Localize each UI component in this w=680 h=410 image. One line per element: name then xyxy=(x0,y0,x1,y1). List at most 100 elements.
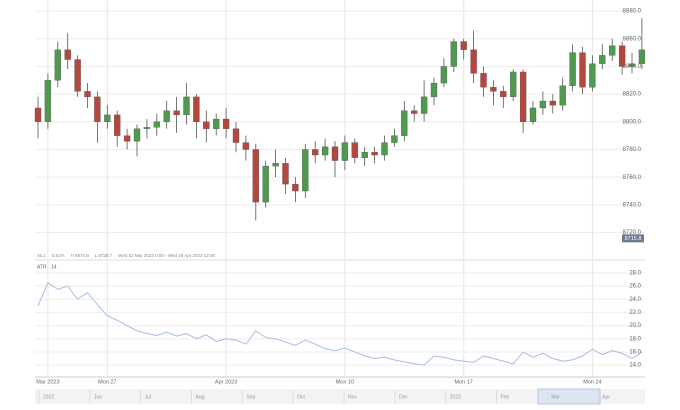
candle-body xyxy=(74,59,81,92)
legend-entry: 14 xyxy=(51,264,57,270)
price-marker-label: 8715.8 xyxy=(625,236,642,242)
candle-body xyxy=(183,96,190,116)
candle-body xyxy=(589,63,596,88)
y-tick-label: 8880.0 xyxy=(623,9,642,15)
price-marker xyxy=(622,234,644,243)
candle-body xyxy=(143,127,151,129)
x-tick-label: Mar 2023 xyxy=(36,379,59,385)
candle-body xyxy=(460,41,467,50)
navigator-label: Feb xyxy=(501,394,510,400)
candle-body xyxy=(232,128,240,143)
candle-body xyxy=(64,49,71,60)
candle-body xyxy=(599,55,606,64)
candle-body xyxy=(559,85,566,106)
navigator xyxy=(35,389,645,404)
candle-body xyxy=(609,45,616,56)
x-tick-label: Apr 2023 xyxy=(215,379,237,385)
candle-body xyxy=(321,146,329,156)
y-tick-label: 8760.0 xyxy=(623,175,642,181)
info-text: H 8874.8 xyxy=(71,253,90,258)
y-tick-label: 8840.0 xyxy=(623,64,642,70)
candle-body xyxy=(450,41,457,67)
x-tick-label: Mon 17 xyxy=(455,379,473,385)
candle-body xyxy=(44,80,52,122)
navigator-label: 2022 xyxy=(43,394,54,400)
candle-body xyxy=(539,100,547,109)
candle-body xyxy=(411,110,418,114)
candle-body xyxy=(123,135,131,142)
x-tick-label: Mon 10 xyxy=(336,379,354,385)
info-text: Wed 22 Mar 2023 0:00 - Wed 26 Apr 2023 1… xyxy=(118,253,215,258)
navigator-label: Mar xyxy=(551,394,560,400)
navigator-label: 2023 xyxy=(450,394,461,400)
y-tick-label: 8860.0 xyxy=(623,36,642,42)
navigator-label: Apr xyxy=(602,394,610,400)
navigator-label: Dec xyxy=(399,394,408,400)
navigator-window xyxy=(537,388,601,405)
candle-body xyxy=(173,110,180,116)
y-tick-label: 14.0 xyxy=(629,363,641,369)
y-tick-label: 20.0 xyxy=(629,323,641,329)
candle-body xyxy=(163,110,170,122)
candle-body xyxy=(302,149,309,192)
candle-body xyxy=(401,110,408,136)
candle-body xyxy=(529,107,537,122)
candle-body xyxy=(381,142,388,156)
candle-body xyxy=(282,163,289,185)
navigator-label: Jul xyxy=(145,394,151,400)
candle-body xyxy=(312,149,319,156)
candle-body xyxy=(351,142,358,158)
candle-body xyxy=(272,163,279,167)
x-tick-label: Mon 24 xyxy=(583,379,601,385)
candle-body xyxy=(84,91,91,98)
candle-body xyxy=(331,146,339,161)
candle-body xyxy=(618,45,626,67)
candle-body xyxy=(94,96,101,122)
candle-body xyxy=(420,96,428,114)
candle-body xyxy=(430,82,438,98)
candle-body xyxy=(361,152,368,158)
candle-body xyxy=(480,73,487,88)
y-tick-label: 16.0 xyxy=(629,350,641,356)
candle-body xyxy=(193,96,200,122)
candle-body xyxy=(638,49,646,64)
indicator-line xyxy=(37,282,643,366)
candle-body xyxy=(579,52,586,88)
candle-body xyxy=(203,121,210,129)
candle-body xyxy=(262,165,269,203)
y-tick-label: 24.0 xyxy=(629,297,641,303)
navigator-label: Jun xyxy=(94,394,102,400)
candle-body xyxy=(569,52,576,86)
x-tick-label: Mon 27 xyxy=(98,379,116,385)
y-tick-label: 18.0 xyxy=(629,336,641,342)
navigator-label: Oct xyxy=(297,394,305,400)
candle-body xyxy=(292,183,299,192)
info-text: 45.1 xyxy=(37,253,46,258)
candle-body xyxy=(54,49,61,81)
candle-body xyxy=(114,114,121,136)
info-text: 0.51% xyxy=(52,253,65,258)
y-tick-label: 8720.0 xyxy=(623,230,642,236)
y-tick-label: 22.0 xyxy=(629,310,641,316)
info-text: L 8728.7 xyxy=(95,253,113,258)
candle-body xyxy=(440,66,448,84)
navigator-label: Nov xyxy=(348,394,357,400)
candle-body xyxy=(510,71,517,98)
candle-body xyxy=(213,118,220,129)
candle-body xyxy=(391,135,398,143)
y-tick-label: 8740.0 xyxy=(623,202,642,208)
candle-body xyxy=(34,107,42,122)
indicator-title: ATR xyxy=(37,264,47,270)
navigator-label: Aug xyxy=(196,394,205,400)
candle-body xyxy=(222,118,230,129)
candle-body xyxy=(549,100,556,106)
y-tick-label: 8820.0 xyxy=(623,92,642,98)
candle-body xyxy=(628,63,636,67)
y-tick-label: 8800.0 xyxy=(623,119,642,125)
candle-body xyxy=(252,149,259,203)
candle-body xyxy=(153,121,160,128)
candle-body xyxy=(470,49,477,74)
candle-body xyxy=(242,142,250,150)
navigator-label: Sep xyxy=(246,394,255,400)
